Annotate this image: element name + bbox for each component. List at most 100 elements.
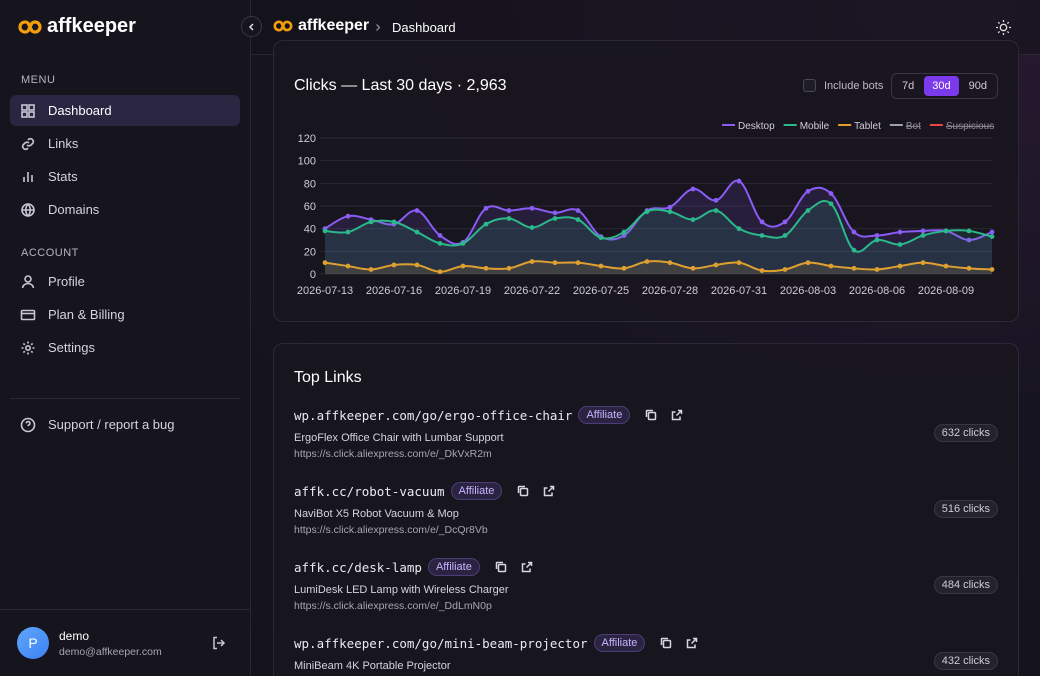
data-point [437,241,443,246]
data-point [414,208,420,213]
badge: Affiliate [427,558,480,576]
nav-icon [23,171,33,182]
data-point [368,267,374,272]
copy-button[interactable] [644,408,658,422]
chart-title: Clicks — Last 30 days · 2,963 [294,77,507,94]
range-button[interactable]: 7d [902,80,915,92]
account-heading: ACCOUNT [21,247,79,259]
short-url[interactable]: affk.cc/desk-lamp [294,559,422,575]
data-point [621,265,627,271]
include-bots[interactable]: Include bots [803,79,883,92]
link-target: https://s.click.aliexpress.com/e/_DcQr8V… [294,524,488,536]
range-button[interactable]: 30d [924,76,959,96]
data-point [897,229,903,235]
short-url[interactable]: affk.cc/robot-vacuum [294,483,445,499]
copy-button[interactable] [494,560,508,574]
data-point [506,265,512,271]
nav-item[interactable]: Dashboard [10,95,240,126]
nav-label: Profile [48,274,85,289]
data-point [805,208,811,213]
nav-label: Dashboard [48,103,112,118]
data-point [943,228,949,234]
open-button[interactable] [670,408,684,422]
breadcrumb[interactable]: Dashboard [392,20,456,35]
avatar[interactable]: P [17,627,49,659]
x-tick-label: 2026-07-19 [435,285,491,297]
topbar-logo[interactable]: affkeeper [272,17,369,35]
data-point [851,229,857,235]
y-tick-label: 40 [304,224,316,236]
data-point [575,260,581,266]
open-button[interactable] [520,560,534,574]
user-name: demo [59,629,90,643]
nav-item[interactable]: Links [10,128,240,159]
nav-item[interactable]: Settings [10,332,240,363]
nav-item[interactable]: Plan & Billing [10,299,240,330]
range-button[interactable]: 90d [968,80,987,92]
short-url[interactable]: wp.affkeeper.com/go/ergo-office-chair [294,407,573,423]
data-point [391,262,397,268]
copy-button[interactable] [516,484,530,498]
logo-icon [273,20,293,32]
divider [10,398,240,399]
data-point [667,260,673,266]
nav-label: Links [48,136,79,151]
nav-icon [21,341,35,354]
logo-text: affkeeper [298,17,370,34]
open-button[interactable] [542,484,556,498]
data-point [644,209,650,215]
nav-item[interactable]: Profile [10,266,240,297]
y-tick-label: 20 [304,246,316,258]
data-point [966,228,972,234]
link-row: wp.affkeeper.com/go/mini-beam-projector A… [294,634,699,652]
short-url[interactable]: wp.affkeeper.com/go/mini-beam-projector [294,635,588,651]
data-point [782,233,788,238]
y-tick-label: 120 [298,133,316,145]
data-point [506,216,512,221]
data-point [966,237,972,243]
data-point [621,233,627,238]
badge: Affiliate [578,406,631,424]
data-point [552,210,558,216]
legend-label: Tablet [854,121,881,132]
data-point [322,260,328,266]
x-tick-label: 2026-07-22 [504,285,560,297]
data-point [345,213,351,219]
open-button[interactable] [685,636,699,650]
sidebar-logo[interactable]: affkeeper [17,15,136,38]
click-count: 632 clicks [933,424,998,442]
checkbox[interactable] [803,79,816,92]
nav-item[interactable]: Stats [10,161,240,192]
data-point [460,241,466,246]
data-point [851,265,857,271]
checkbox-label: Include bots [824,79,884,92]
link-name: NaviBot X5 Robot Vacuum & Mop [294,508,459,520]
data-point [529,225,535,230]
collapse-button[interactable] [241,16,262,37]
data-point [575,217,581,223]
nav-icon [21,137,35,150]
data-point [667,204,673,210]
click-count: 432 clicks [933,652,998,670]
data-point [690,186,696,192]
click-count: 516 clicks [933,500,998,518]
theme-toggle[interactable] [995,19,1012,36]
logo-icon [18,19,42,34]
copy-button[interactable] [659,636,673,650]
nav-icon [21,202,35,217]
sidebar: affkeeper MENU Dashboard Links Stats Domain… [0,0,251,676]
nav-item[interactable]: Domains [10,194,240,225]
x-tick-label: 2026-07-25 [573,285,629,297]
data-point [805,188,811,194]
data-point [552,260,558,266]
logout-button[interactable] [211,635,227,651]
support-link[interactable]: Support / report a bug [10,409,240,440]
data-point [851,247,857,253]
data-point [828,263,834,269]
help-icon [20,417,36,432]
x-tick-label: 2026-07-28 [642,285,698,297]
data-point [920,260,926,266]
y-tick-label: 100 [298,156,316,168]
